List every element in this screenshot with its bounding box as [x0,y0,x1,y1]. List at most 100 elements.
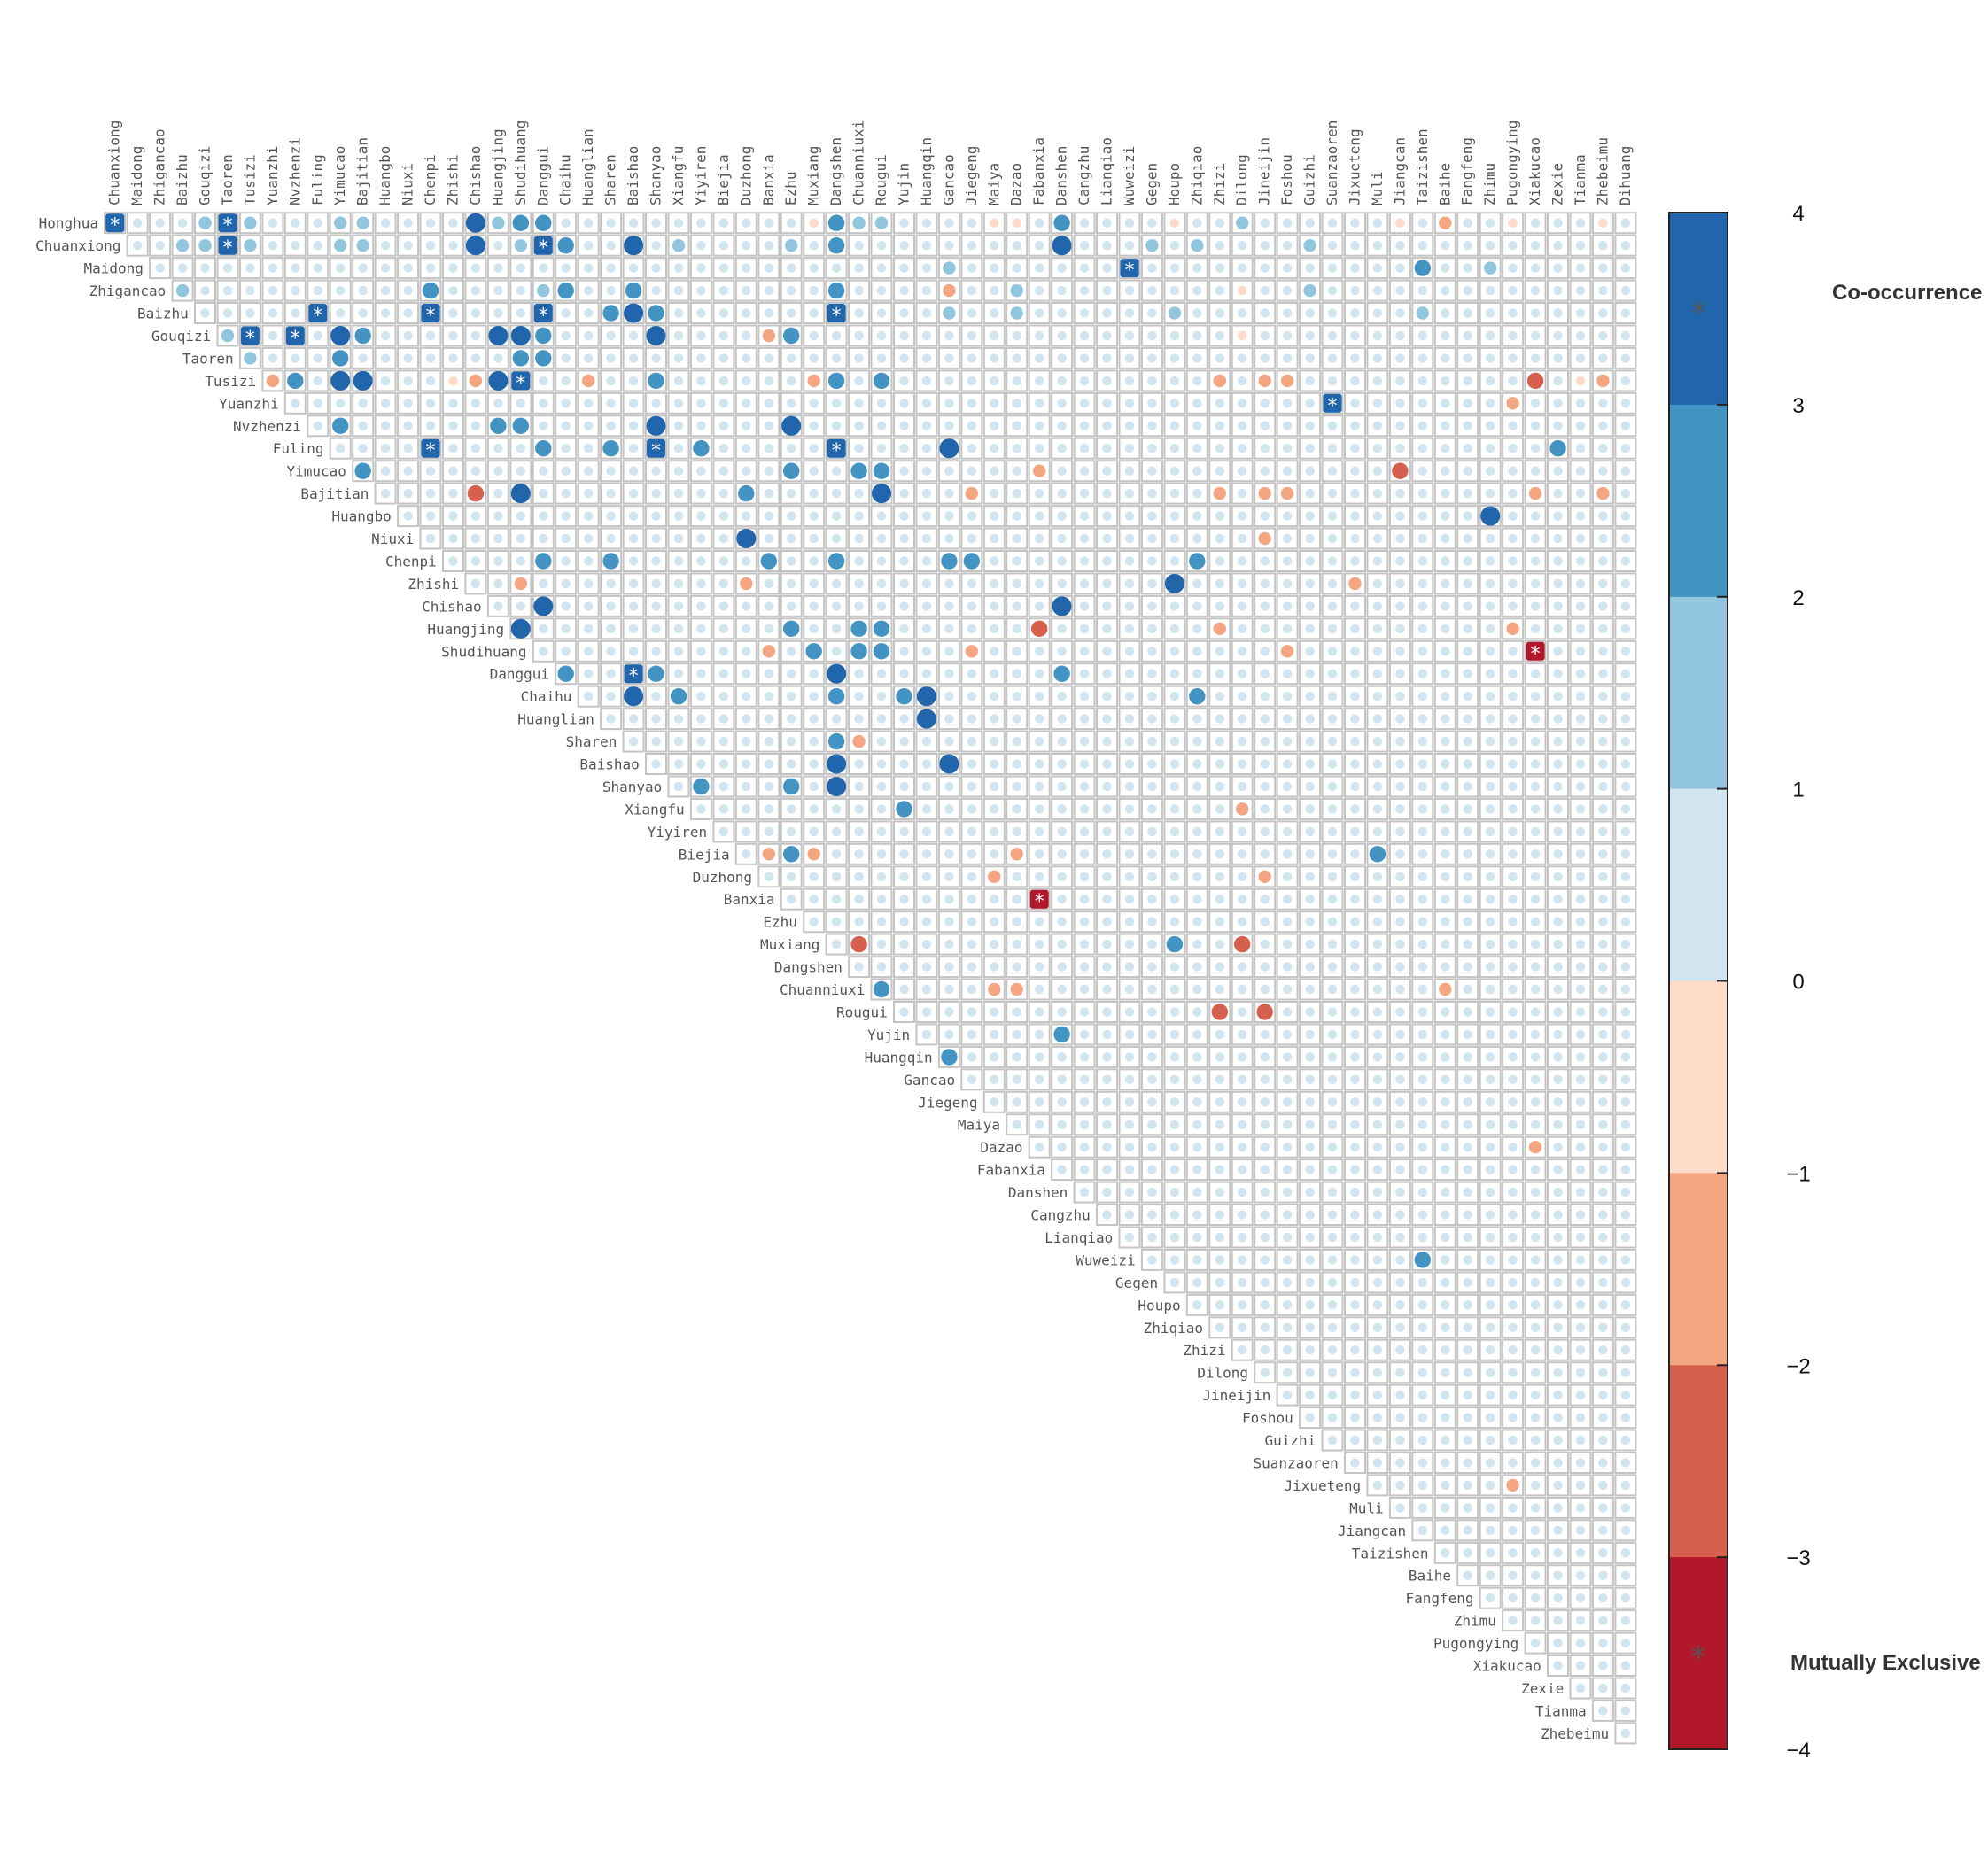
cell-dot [742,241,751,251]
heatmap-cell [238,302,261,324]
cell-dot [1553,218,1563,228]
cell-dot [1057,692,1067,701]
heatmap-cell [464,437,487,460]
cell-dot [1327,895,1338,904]
cell-dot [1012,917,1021,926]
heatmap-cell [1433,685,1456,708]
cell-dot [1372,263,1383,273]
cell-dot [1530,826,1541,837]
heatmap-cell [1344,753,1366,775]
cell-dot [831,714,842,724]
heatmap-cell [667,437,690,460]
heatmap-cell [915,234,938,257]
cell-dot [854,556,864,566]
heatmap-cell [419,505,442,528]
heatmap-cell [1231,324,1254,347]
cell-dot [899,376,909,386]
cell-dot [448,353,458,363]
heatmap-cell: * [238,324,261,350]
cell-dot [1169,647,1180,656]
cell-dot [1012,804,1021,814]
heatmap-cell [1051,369,1074,392]
cell-dot [470,330,481,341]
cell-dot [1079,421,1090,430]
heatmap-cell [1073,527,1096,550]
heatmap-cell [1254,663,1277,686]
heatmap-cell [712,212,735,235]
cell-dot [1441,376,1450,386]
cell-dot [628,353,639,363]
heatmap-cell [577,663,600,686]
heatmap-cell [1208,572,1231,595]
heatmap-cell [1096,324,1118,347]
cell-dot [1508,330,1518,341]
heatmap-cell [937,482,960,505]
heatmap-cell [1185,617,1208,640]
cell-dot [1035,601,1044,611]
heatmap-cell [622,346,645,369]
heatmap-cell [1388,505,1411,528]
heatmap-cell [1524,842,1547,865]
heatmap-cell [1614,730,1637,753]
heatmap-cell [1231,415,1254,438]
cell-dot [696,647,706,656]
heatmap-cell [1569,505,1592,528]
heatmap-cell [757,797,780,820]
cell-dot [1620,804,1631,814]
cell-dot [990,444,999,453]
cell-dot [854,353,864,363]
cell-dot [1372,353,1383,363]
cell-dot [651,285,661,296]
significance-star: * [424,306,436,328]
heatmap-cell [734,594,757,617]
heatmap-cell [1006,212,1029,235]
heatmap-cell [1028,505,1051,528]
cell-dot [200,308,210,318]
heatmap-cell [1456,391,1479,415]
cell-dot [1282,263,1293,273]
heatmap-cell [1344,775,1366,798]
cell-dot [807,848,820,861]
cell-dot [516,511,525,521]
cell-dot [921,578,932,589]
cell-dot [1463,308,1472,318]
heatmap-cell [1569,685,1592,708]
cell-dot [561,263,571,273]
cell-dot [1192,421,1202,430]
heatmap-cell [734,437,757,460]
heatmap-cell [1073,594,1096,617]
heatmap-cell [1140,594,1163,617]
heatmap-cell [870,482,893,505]
heatmap-cell [689,505,712,528]
heatmap-cell [667,391,690,415]
cell-dot [1124,736,1135,747]
heatmap-cell [825,460,848,483]
heatmap-cell [216,324,239,347]
cell-dot [380,399,391,408]
cell-dot [1168,306,1182,320]
cell-dot [1598,578,1608,589]
cell-dot [1350,826,1360,837]
cell-dot [742,399,751,408]
heatmap-cell [870,572,893,595]
cell-dot [787,736,796,747]
cell-dot [764,421,773,430]
cell-dot [1395,330,1405,341]
heatmap-cell [1366,797,1389,820]
cell-dot [1124,849,1135,859]
heatmap-cell: * [532,302,555,328]
cell-dot [1372,826,1383,837]
cell-dot [1191,239,1204,252]
cell-dot [944,781,954,792]
cell-dot [1192,849,1202,859]
cell-dot [1169,759,1180,769]
cell-dot [1079,241,1090,251]
cell-dot [1327,692,1338,701]
heatmap-cell [532,437,555,460]
heatmap-cell [1433,369,1456,392]
heatmap-cell [1344,482,1366,505]
heatmap-cell [803,482,826,505]
cell-dot [358,444,368,453]
heatmap-cell [1433,437,1456,460]
heatmap-cell [1006,482,1029,505]
